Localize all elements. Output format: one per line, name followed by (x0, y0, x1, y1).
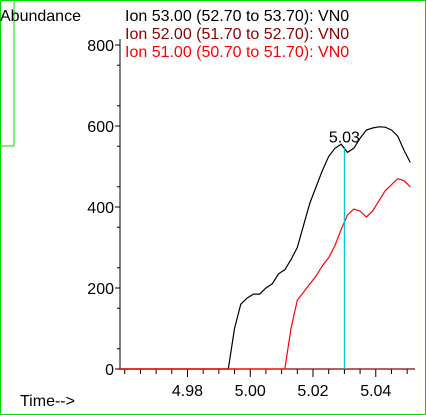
x-tick-label: 5.00 (235, 383, 266, 400)
y-tick-label: 400 (87, 200, 114, 217)
axes: 0 200 400 600 800 4.98 5.00 5.02 5.04 (87, 38, 415, 400)
y-axis-label: Abundance (0, 8, 81, 25)
retention-marker-label: 5.03 (329, 129, 360, 146)
x-tick-label: 5.04 (360, 383, 391, 400)
x-tick-label: 5.02 (297, 383, 328, 400)
legend-entry: Ion 52.00 (51.70 to 52.70): VN0 (125, 26, 349, 43)
y-tick-label: 600 (87, 119, 114, 136)
y-tick-label: 200 (87, 281, 114, 298)
marker-layer: 5.03 (329, 129, 360, 369)
x-tick-label: 4.98 (172, 383, 203, 400)
y-tick-label: 800 (87, 38, 114, 55)
legend-entry: Ion 53.00 (52.70 to 53.70): VN0 (125, 8, 349, 25)
y-tick-label: 0 (105, 362, 114, 379)
x-axis-label: Time--> (20, 393, 75, 410)
series-line-3 (118, 178, 411, 370)
legend-entry: Ion 51.00 (50.70 to 51.70): VN0 (125, 44, 349, 61)
series-line-1 (118, 126, 411, 370)
series-layer (118, 126, 414, 370)
